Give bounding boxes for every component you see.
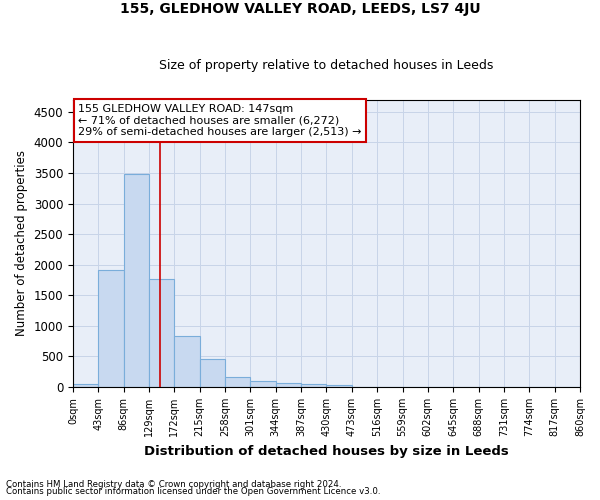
Y-axis label: Number of detached properties: Number of detached properties (15, 150, 28, 336)
X-axis label: Distribution of detached houses by size in Leeds: Distribution of detached houses by size … (144, 444, 509, 458)
Bar (149, 280, 175, 387)
Bar (326, 384, 352, 387)
Bar (200, 359, 225, 387)
Bar (73, 384, 98, 387)
Bar (98, 270, 124, 387)
Bar (175, 336, 200, 387)
Text: Contains HM Land Registry data © Crown copyright and database right 2024.: Contains HM Land Registry data © Crown c… (6, 480, 341, 489)
Bar (301, 384, 326, 387)
Bar (124, 174, 149, 387)
Text: Contains public sector information licensed under the Open Government Licence v3: Contains public sector information licen… (6, 488, 380, 496)
Bar (276, 383, 301, 387)
Text: 155, GLEDHOW VALLEY ROAD, LEEDS, LS7 4JU: 155, GLEDHOW VALLEY ROAD, LEEDS, LS7 4JU (119, 2, 481, 16)
Title: Size of property relative to detached houses in Leeds: Size of property relative to detached ho… (159, 59, 494, 72)
Bar (225, 378, 250, 387)
Bar (250, 381, 276, 387)
Text: 155 GLEDHOW VALLEY ROAD: 147sqm
← 71% of detached houses are smaller (6,272)
29%: 155 GLEDHOW VALLEY ROAD: 147sqm ← 71% of… (78, 104, 361, 137)
